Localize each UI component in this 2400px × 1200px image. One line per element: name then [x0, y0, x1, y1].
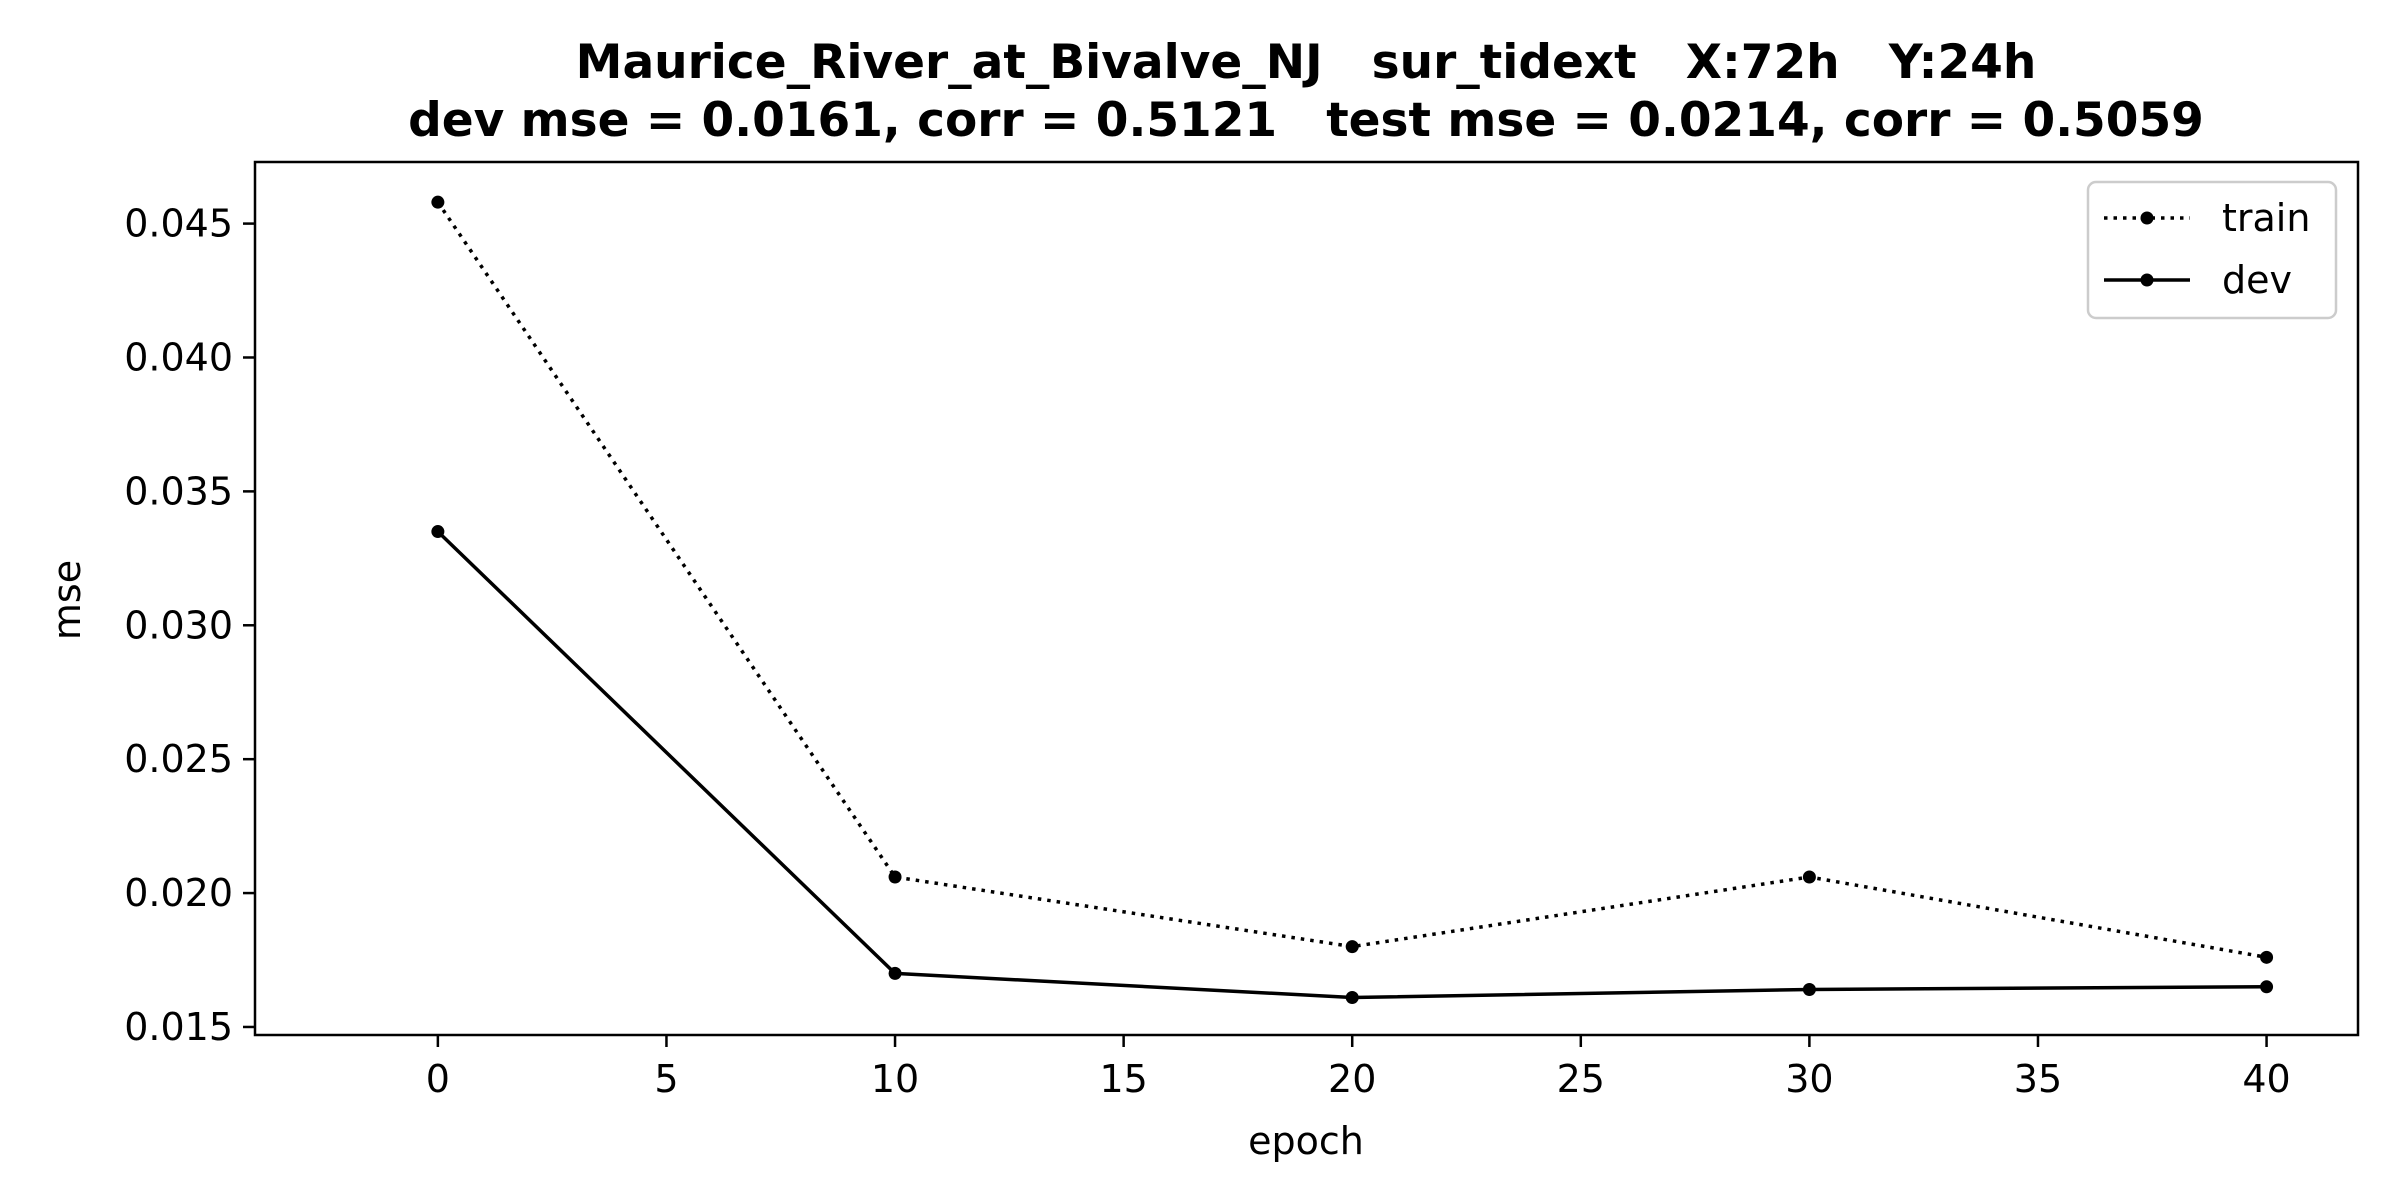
data-point-train — [1345, 940, 1359, 954]
x-tick-label: 15 — [1099, 1057, 1147, 1101]
series-line-train — [436, 201, 2267, 960]
x-tick-label: 0 — [426, 1057, 450, 1101]
data-series — [431, 195, 2274, 1005]
data-point-dev — [1345, 991, 1359, 1005]
legend-entry-train: train — [2104, 196, 2310, 240]
data-point-dev — [1802, 982, 1816, 996]
data-point-train — [431, 195, 445, 209]
legend-marker-dev — [2140, 273, 2154, 287]
plot-frame — [253, 160, 2360, 1037]
y-tick-label: 0.040 — [124, 335, 233, 379]
y-tick-label: 0.015 — [124, 1005, 233, 1049]
y-tick-label: 0.045 — [124, 202, 233, 246]
y-tick-label: 0.025 — [124, 737, 233, 781]
data-point-train — [2260, 950, 2274, 964]
y-axis-label: mse — [45, 560, 89, 640]
chart-title-line-2: dev mse = 0.0161, corr = 0.5121 test mse… — [408, 93, 2204, 148]
legend-label-train: train — [2222, 196, 2310, 240]
legend-entry-dev: dev — [2104, 258, 2292, 302]
x-tick-label: 30 — [1785, 1057, 1833, 1101]
y-tick-label: 0.030 — [124, 603, 233, 647]
y-tick-label: 0.020 — [124, 871, 233, 915]
legend: train dev — [2086, 180, 2338, 320]
x-tick-label: 5 — [654, 1057, 678, 1101]
legend-marker-train — [2140, 211, 2154, 225]
x-tick-label: 10 — [871, 1057, 919, 1101]
x-tick-label: 40 — [2242, 1057, 2290, 1101]
data-point-dev — [2260, 980, 2274, 994]
data-point-dev — [888, 966, 902, 980]
axis-ticks: 0 5 10 15 20 25 30 35 40 0.015 0.020 0.025 0.030 0.03… — [124, 202, 2291, 1101]
data-point-train — [888, 870, 902, 884]
chart-title-line-1: Maurice_River_at_Bivalve_NJ sur_tidext X… — [576, 35, 2037, 90]
y-tick-label: 0.035 — [124, 469, 233, 513]
x-tick-label: 25 — [1557, 1057, 1605, 1101]
x-axis-label: epoch — [1248, 1119, 1364, 1163]
x-tick-label: 35 — [2014, 1057, 2062, 1101]
legend-label-dev: dev — [2222, 258, 2292, 302]
x-tick-label: 20 — [1328, 1057, 1376, 1101]
data-point-dev — [431, 525, 445, 539]
data-point-train — [1802, 870, 1816, 884]
